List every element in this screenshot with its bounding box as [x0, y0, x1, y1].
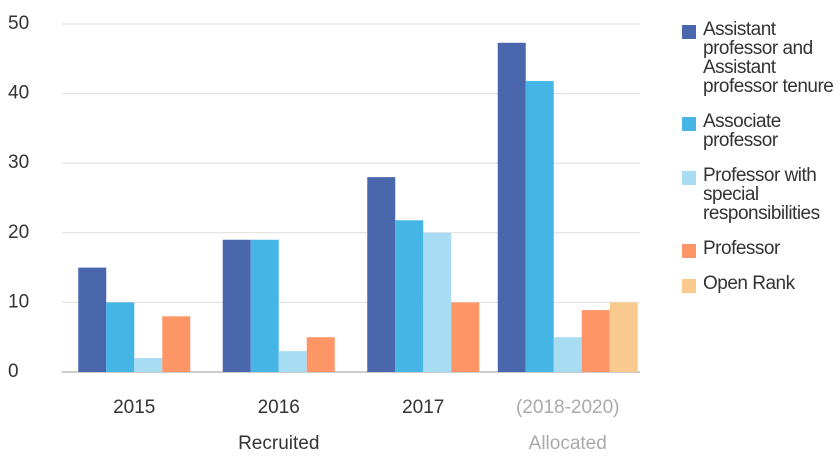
y-tick-label: 40 — [8, 83, 29, 104]
bar — [497, 42, 526, 373]
bar — [222, 239, 251, 372]
bar — [451, 302, 480, 372]
legend-item: Associate professor — [682, 112, 837, 150]
bar — [609, 302, 638, 372]
bar — [306, 337, 335, 372]
x-group-label: Allocated — [529, 433, 607, 454]
legend: Assistant professor and Assistant profes… — [682, 20, 837, 309]
bar — [581, 310, 610, 372]
x-tick-label: 2017 — [402, 397, 444, 418]
legend-label: Associate professor — [703, 111, 781, 151]
bar — [162, 316, 191, 372]
bar — [525, 81, 554, 373]
y-tick-label: 0 — [8, 361, 19, 382]
x-tick-label: 2015 — [113, 397, 155, 418]
legend-label: Assistant professor and Assistant profes… — [703, 19, 834, 97]
bar — [367, 177, 396, 372]
legend-swatch — [682, 117, 696, 131]
bar — [395, 220, 424, 372]
x-tick-label: 2016 — [258, 397, 300, 418]
bar — [278, 351, 307, 372]
bar — [134, 358, 163, 372]
legend-item: Open Rank — [682, 274, 837, 293]
legend-swatch — [682, 25, 696, 39]
legend-label: Open Rank — [703, 273, 795, 294]
legend-item: Professor with special responsibilities — [682, 166, 837, 223]
y-tick-label: 20 — [8, 222, 29, 243]
legend-item: Assistant professor and Assistant profes… — [682, 20, 837, 96]
y-tick-label: 30 — [8, 152, 29, 173]
bar — [250, 239, 279, 372]
bar — [423, 232, 452, 372]
x-group-label: Recruited — [238, 433, 319, 454]
bar — [553, 337, 582, 372]
y-tick-label: 10 — [8, 291, 29, 312]
bar — [106, 302, 135, 372]
legend-label: Professor — [703, 238, 780, 259]
y-tick-label: 50 — [8, 13, 29, 34]
legend-item: Professor — [682, 239, 837, 258]
bar — [78, 267, 107, 372]
legend-swatch — [682, 171, 696, 185]
x-tick-label: (2018-2020) — [516, 397, 620, 418]
legend-swatch — [682, 279, 696, 293]
legend-label: Professor with special responsibilities — [703, 165, 820, 224]
legend-swatch — [682, 244, 696, 258]
